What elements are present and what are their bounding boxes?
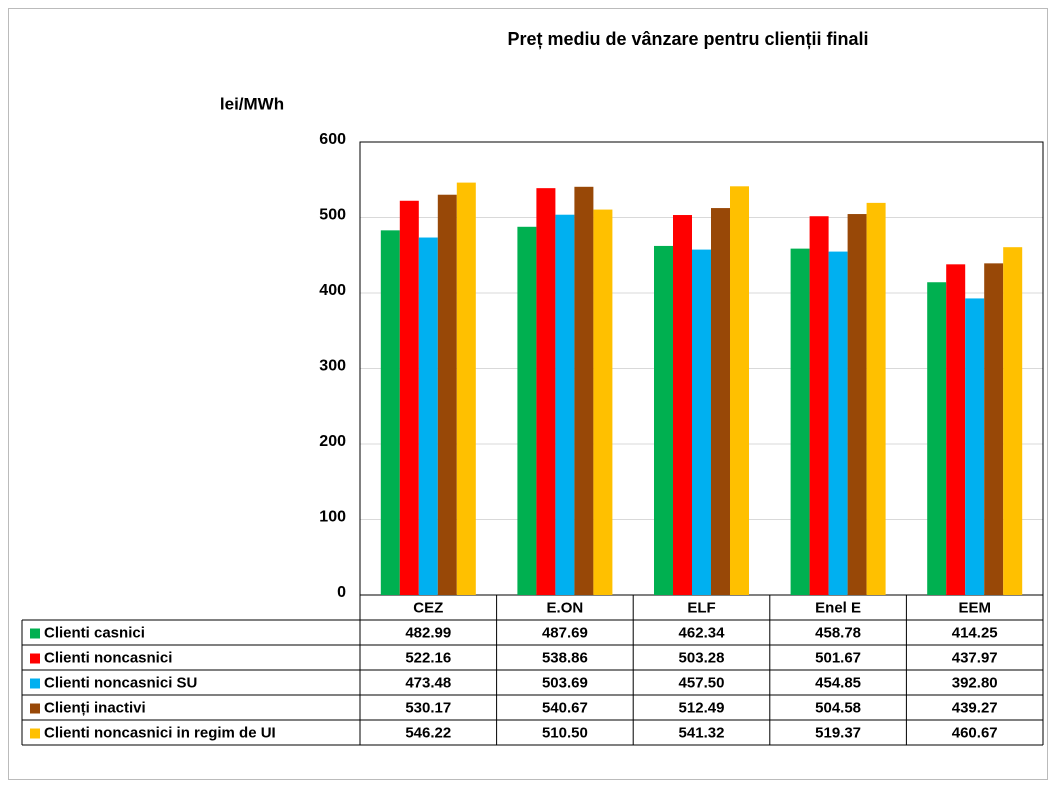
x-tick-label: Enel E — [815, 599, 861, 616]
table-value: 487.69 — [542, 624, 588, 641]
bar — [965, 298, 985, 595]
legend-label: Clienti noncasnici — [44, 649, 172, 666]
bar — [536, 188, 556, 595]
y-tick-label: 200 — [319, 433, 346, 450]
table-value: 538.86 — [542, 649, 588, 666]
table-value: 522.16 — [405, 649, 451, 666]
legend-label: Clienti noncasnici in regim de UI — [44, 724, 276, 741]
bar — [927, 282, 947, 595]
bar — [399, 200, 419, 595]
legend-label: Clienti casnici — [44, 624, 145, 641]
table-value: 458.78 — [815, 624, 861, 641]
legend-swatch — [30, 728, 40, 739]
legend-swatch — [30, 628, 40, 639]
bar — [692, 249, 711, 595]
x-tick-label: E.ON — [547, 599, 584, 616]
y-tick-label: 400 — [319, 282, 346, 299]
bar — [593, 209, 613, 595]
legend-swatch — [30, 678, 40, 689]
legend-label: Clienti noncasnici SU — [44, 674, 197, 691]
table-value: 439.27 — [952, 699, 998, 716]
x-tick-label: CEZ — [413, 599, 443, 616]
y-tick-label: 0 — [337, 584, 346, 601]
table-value: 454.85 — [815, 674, 861, 691]
table-value: 437.97 — [952, 649, 998, 666]
table-value: 462.34 — [679, 624, 726, 641]
legend-swatch — [30, 703, 40, 714]
bar — [984, 263, 1004, 595]
table-value: 501.67 — [815, 649, 861, 666]
table-value: 530.17 — [405, 699, 451, 716]
table-value: 546.22 — [405, 724, 451, 741]
bar — [711, 208, 730, 595]
bar — [1003, 247, 1023, 595]
bar — [418, 237, 438, 596]
table-value: 473.48 — [405, 674, 451, 691]
bar — [730, 186, 749, 595]
bar — [847, 214, 867, 595]
table-value: 503.69 — [542, 674, 588, 691]
bar — [866, 202, 886, 595]
bar — [555, 214, 575, 595]
bar — [517, 226, 537, 595]
bar — [456, 182, 476, 596]
y-tick-label: 500 — [319, 207, 346, 224]
bar — [809, 216, 829, 596]
table-value: 460.67 — [952, 724, 998, 741]
table-value: 503.28 — [679, 649, 725, 666]
table-value: 457.50 — [679, 674, 725, 691]
bar — [790, 248, 810, 595]
table-value: 512.49 — [679, 699, 725, 716]
table-value: 392.80 — [952, 674, 998, 691]
table-value: 414.25 — [952, 624, 998, 641]
x-tick-label: EEM — [958, 599, 991, 616]
bar — [946, 264, 966, 595]
bar — [380, 230, 400, 596]
bar — [437, 194, 457, 595]
x-tick-label: ELF — [687, 599, 715, 616]
table-value: 504.58 — [815, 699, 861, 716]
y-tick-label: 100 — [319, 509, 346, 526]
bar — [828, 251, 848, 595]
y-axis-label: lei/MWh — [220, 94, 284, 113]
y-tick-label: 600 — [319, 131, 346, 148]
bar — [673, 215, 692, 595]
table-value: 510.50 — [542, 724, 588, 741]
table-value: 482.99 — [405, 624, 451, 641]
legend-swatch — [30, 653, 40, 664]
legend-label: Clienți inactivi — [44, 699, 146, 716]
chart-title: Preț mediu de vânzare pentru clienții fi… — [507, 29, 868, 49]
table-value: 519.37 — [815, 724, 861, 741]
table-value: 540.67 — [542, 699, 588, 716]
y-tick-label: 300 — [319, 358, 346, 375]
bar — [654, 245, 673, 596]
bar — [574, 186, 594, 596]
table-value: 541.32 — [679, 724, 725, 741]
